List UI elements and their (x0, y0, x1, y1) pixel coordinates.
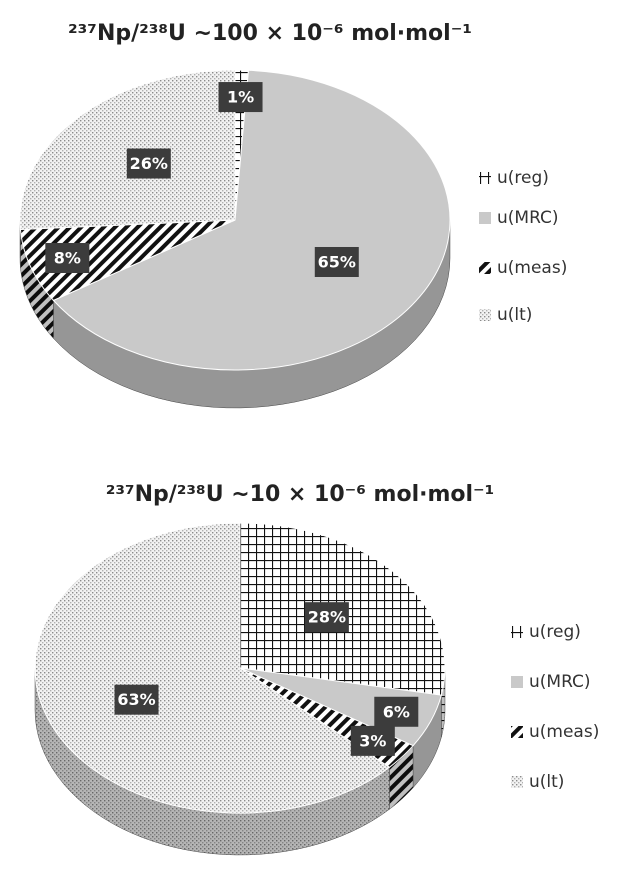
data-label: 3% (359, 731, 386, 750)
data-label: 63% (117, 690, 155, 709)
data-label: 28% (308, 608, 346, 627)
legend-swatch (479, 262, 491, 274)
data-label: 1% (227, 88, 254, 107)
legend-swatch (479, 172, 491, 184)
legend-label: u(reg) (497, 168, 549, 188)
legend-label: u(MRC) (529, 672, 591, 692)
legend-swatch (511, 726, 523, 738)
legend-label: u(MRC) (497, 208, 559, 228)
legend-swatch (511, 626, 523, 638)
data-label: 65% (318, 252, 356, 271)
data-label: 26% (130, 154, 168, 173)
legend-swatch (479, 309, 491, 321)
chart-title: ²³⁷Np/²³⁸U ~10 × 10⁻⁶ mol·mol⁻¹ (106, 482, 495, 507)
legend-swatch (511, 676, 523, 688)
legend-label: u(reg) (529, 622, 581, 642)
legend-label: u(lt) (497, 305, 532, 325)
legend-label: u(meas) (497, 258, 567, 278)
chart-title: ²³⁷Np/²³⁸U ~100 × 10⁻⁶ mol·mol⁻¹ (68, 21, 472, 46)
data-label: 8% (54, 249, 81, 268)
data-label: 6% (383, 702, 410, 721)
legend-label: u(meas) (529, 722, 599, 742)
legend-swatch (479, 212, 491, 224)
legend-label: u(lt) (529, 772, 564, 792)
legend-swatch (511, 776, 523, 788)
